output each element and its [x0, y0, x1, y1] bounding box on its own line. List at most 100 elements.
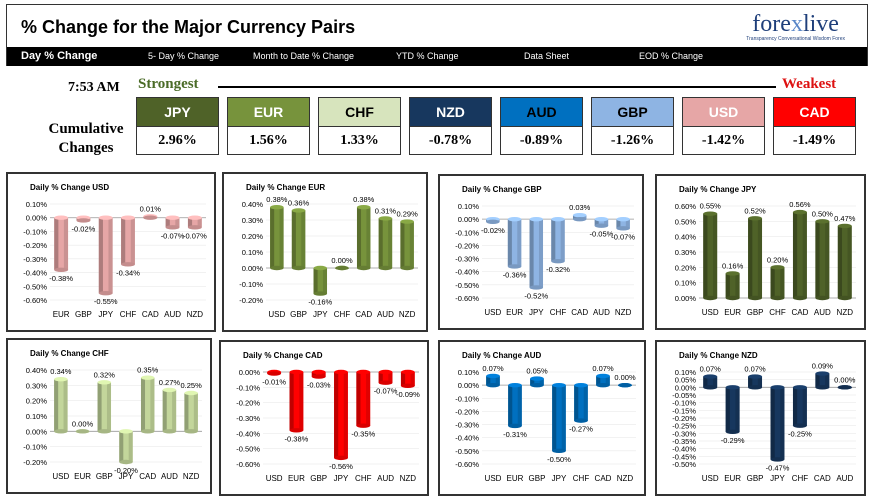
currency-box-cad: CAD -1.49%: [773, 97, 856, 155]
bar-base: [97, 429, 112, 434]
bar-cap: [291, 208, 306, 213]
currency-name: CAD: [774, 98, 855, 127]
y-tick-label: -0.45%: [672, 452, 696, 461]
chart-title: Daily % Change EUR: [246, 183, 325, 192]
bar-base: [574, 418, 588, 423]
bar-base: [596, 382, 610, 388]
nav-day-change[interactable]: Day % Change: [21, 50, 98, 62]
forexlive-logo[interactable]: forexlive Transparency Conversational Wi…: [746, 11, 845, 42]
bar-shade: [748, 376, 753, 388]
bar-base: [770, 457, 785, 462]
bar-gbp: [748, 216, 763, 301]
nav-month-to-date[interactable]: Month to Date % Change: [253, 51, 355, 61]
bar-shade: [311, 372, 316, 377]
currency-name: USD: [683, 98, 764, 127]
bar-base: [54, 429, 68, 434]
bar-cap: [98, 215, 113, 220]
bar-base: [378, 265, 393, 271]
bar-shade: [400, 221, 405, 268]
bar-shade: [770, 387, 775, 460]
bar-shade: [780, 267, 785, 298]
bar-cap: [594, 216, 609, 222]
y-tick-label: -0.25%: [672, 422, 696, 431]
bar-chf: [356, 369, 371, 428]
x-tick-label: GBP: [310, 474, 327, 483]
bar-cap: [508, 382, 522, 388]
bar-base: [400, 265, 414, 271]
data-label: 0.00%: [331, 256, 353, 265]
bar-cap: [289, 369, 304, 375]
y-tick-label: 0.40%: [242, 200, 264, 209]
x-tick-label: GBP: [529, 474, 546, 483]
bar-shade: [400, 372, 406, 386]
y-tick-label: -0.30%: [455, 421, 479, 430]
chart-chf: Daily % Change CHF 0.40% 0.30% 0.20% 0.10% 0.…: [6, 338, 212, 494]
x-tick-label: AUD: [593, 308, 610, 317]
y-tick-label: -0.20%: [236, 399, 260, 408]
nav-5day-change[interactable]: 5- Day % Change: [148, 51, 220, 61]
bar-shade: [508, 385, 513, 426]
chart-title: Daily % Change AUD: [462, 351, 541, 360]
y-tick-label: -0.05%: [672, 391, 696, 400]
data-label: -0.09%: [396, 390, 420, 399]
y-tick-label: -0.20%: [672, 414, 696, 423]
y-tick-label: -0.30%: [672, 429, 696, 438]
currency-change-value: 1.33%: [340, 133, 379, 148]
bar-shade: [725, 273, 730, 298]
x-tick-label: CHF: [769, 308, 786, 317]
bar-shade: [815, 221, 820, 298]
data-label: -0.50%: [547, 455, 571, 464]
bar-base: [267, 371, 282, 376]
bar-shade: [574, 385, 579, 421]
x-tick-label: CHF: [573, 474, 590, 483]
data-label: -0.07%: [161, 231, 185, 240]
bar-shade: [322, 268, 328, 294]
bar-base: [311, 374, 326, 379]
nav-ytd-change[interactable]: YTD % Change: [396, 51, 459, 61]
bar-cap: [529, 216, 544, 222]
bar-body: [165, 217, 180, 228]
data-label: 0.29%: [397, 210, 419, 219]
timestamp: 7:53 AM: [68, 80, 120, 95]
bar-base: [54, 267, 69, 273]
nav-eod-change[interactable]: EOD % Change: [639, 51, 704, 61]
bar-cad: [140, 375, 155, 434]
bar-cap: [507, 216, 522, 222]
bar-gbp: [97, 380, 112, 434]
bar-base: [291, 265, 306, 271]
bar-cad: [815, 371, 830, 390]
page-header: % Change for the Major Currency Pairs fo…: [6, 4, 868, 66]
data-label: -0.38%: [49, 274, 73, 283]
bar-body: [596, 375, 610, 386]
data-label: -0.31%: [503, 430, 527, 439]
data-label: -0.07%: [183, 231, 207, 240]
x-tick-label: EUR: [506, 308, 523, 317]
bar-base: [356, 423, 371, 428]
bar-cap: [54, 377, 68, 382]
bar-base: [616, 226, 630, 231]
bar-shade: [583, 385, 588, 421]
bar-base: [378, 380, 393, 385]
x-tick-label: CAD: [791, 308, 808, 317]
bar-shade: [343, 372, 348, 458]
bar-shade: [552, 385, 557, 451]
bar-shade: [279, 207, 284, 268]
nav-data-sheet[interactable]: Data Sheet: [524, 51, 570, 61]
x-tick-label: NZD: [399, 310, 416, 319]
data-label: 0.07%: [700, 365, 722, 374]
bar-chf: [551, 216, 565, 264]
y-tick-label: 0.20%: [26, 397, 48, 406]
y-tick-label: 0.00%: [26, 427, 48, 436]
bar-base: [594, 223, 609, 228]
bar-shade: [770, 267, 775, 298]
x-tick-label: CHF: [355, 474, 372, 483]
bar-shade: [815, 373, 820, 388]
currency-box-chf: CHF 1.33%: [318, 97, 401, 155]
bar-base: [748, 385, 763, 390]
bar-gbp: [530, 376, 544, 388]
data-label: 0.07%: [482, 364, 504, 373]
y-tick-label: -0.60%: [236, 460, 260, 469]
bar-cad: [792, 209, 807, 301]
bar-gbp: [76, 215, 91, 223]
y-tick-label: 0.10%: [675, 368, 697, 377]
